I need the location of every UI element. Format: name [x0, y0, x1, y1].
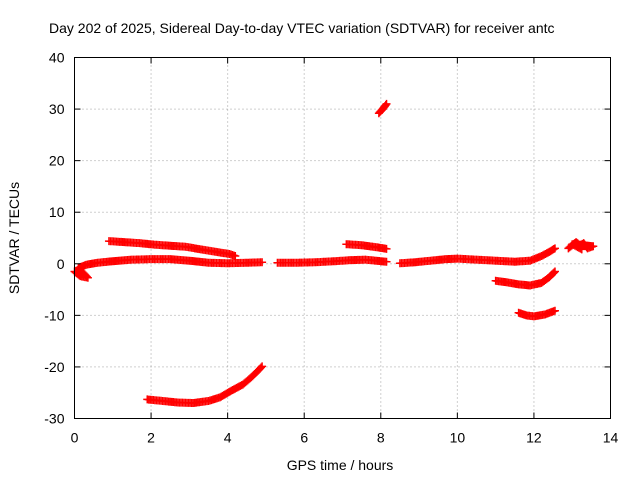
data-point-marker — [549, 269, 558, 278]
chart-title: Day 202 of 2025, Sidereal Day-to-day VTE… — [49, 20, 555, 36]
x-tick-label: 2 — [147, 430, 155, 446]
data-series — [70, 99, 598, 408]
data-point-marker — [577, 245, 586, 254]
data-point-marker — [382, 257, 391, 266]
data-point-marker — [258, 362, 267, 371]
data-point-marker — [231, 252, 240, 261]
x-tick-label: 6 — [300, 430, 308, 446]
y-axis-title: SDTVAR / TECUs — [6, 182, 22, 294]
data-point-marker — [257, 363, 266, 372]
y-tick-label: 10 — [49, 204, 65, 220]
axis-ticks: 0 2 4 6 8 10 12 14 -30 -20 -10 0 10 20 30 40 — [44, 50, 618, 446]
data-point-marker — [381, 100, 390, 109]
data-point-marker — [550, 244, 559, 253]
series-track-upper-a — [104, 237, 240, 261]
x-tick-label: 8 — [377, 430, 385, 446]
data-point-marker — [550, 306, 559, 315]
x-tick-label: 0 — [71, 430, 79, 446]
x-tick-label: 4 — [224, 430, 232, 446]
y-tick-label: -10 — [44, 307, 64, 323]
y-tick-label: 0 — [57, 256, 65, 272]
y-tick-label: -20 — [44, 359, 64, 375]
data-point-marker — [258, 258, 267, 267]
series-track-lower-b — [514, 306, 559, 321]
x-tick-label: 10 — [450, 430, 466, 446]
data-point-marker — [382, 99, 391, 108]
y-tick-label: 40 — [49, 50, 65, 66]
x-tick-label: 12 — [526, 430, 542, 446]
series-track-near-zero-c — [395, 244, 559, 268]
series-track-spike — [374, 99, 391, 118]
series-track-bottom — [143, 362, 267, 408]
data-point-marker — [550, 267, 559, 276]
y-tick-label: -30 — [44, 411, 64, 427]
series-track-near-zero-a — [70, 255, 267, 282]
plot-area-border — [74, 57, 611, 419]
x-axis-title: GPS time / hours — [287, 457, 394, 473]
grid — [74, 57, 611, 419]
data-point-marker — [550, 268, 559, 277]
y-tick-label: 30 — [49, 101, 65, 117]
data-point-marker — [382, 244, 391, 253]
y-tick-label: 20 — [49, 153, 65, 169]
series-track-lower-a — [491, 267, 559, 290]
series-track-cluster — [564, 238, 598, 254]
x-tick-label: 14 — [603, 430, 619, 446]
series-track-near-zero-b — [273, 255, 391, 267]
series-track-upper-b — [342, 240, 391, 253]
